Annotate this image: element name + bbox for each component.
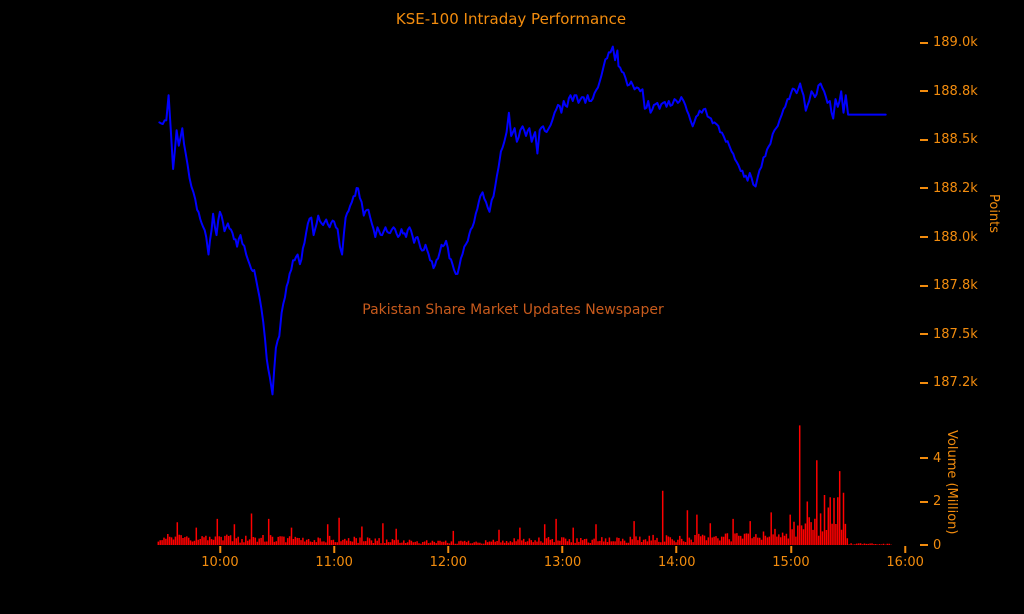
time-tick: 13:00 <box>544 546 581 570</box>
tick-label: 187.2k <box>933 375 978 391</box>
time-tick: 10:00 <box>201 546 239 570</box>
tick-mark <box>920 284 928 287</box>
tick-mark <box>920 236 928 238</box>
points-axis-label: Points <box>986 194 1001 234</box>
tick-label: 15:00 <box>772 555 810 570</box>
time-tick: 14:00 <box>658 546 695 570</box>
tick-label: 0 <box>933 537 942 553</box>
tick-mark <box>920 41 928 44</box>
tick-mark <box>920 333 928 336</box>
tick-mark <box>920 457 928 460</box>
tick-label: 188.8k <box>933 83 978 99</box>
points-tick: 188.8k <box>920 82 978 100</box>
points-tick: 188.5k <box>920 131 978 149</box>
tick-mark <box>675 546 678 553</box>
points-tick: 187.8k <box>920 277 978 295</box>
tick-label: 188.2k <box>933 180 978 196</box>
tick-label: 14:00 <box>658 555 696 570</box>
tick-mark <box>447 546 450 553</box>
tick-label: 11:00 <box>315 555 353 570</box>
tick-label: 12:00 <box>429 555 468 570</box>
tick-label: 188.5k <box>933 132 978 148</box>
tick-mark <box>904 546 907 553</box>
points-tick: 188.2k <box>920 179 978 197</box>
watermark-text: Pakistan Share Market Updates Newspaper <box>362 302 664 318</box>
volume-axis-label: Volume (Million) <box>944 430 959 535</box>
time-tick: 15:00 <box>772 546 810 570</box>
points-tick: 189.0k <box>920 34 978 52</box>
points-tick: 187.5k <box>920 325 978 343</box>
time-tick: 11:00 <box>315 546 353 570</box>
tick-label: 4 <box>933 450 942 466</box>
price-line <box>158 45 887 396</box>
tick-mark <box>920 90 928 93</box>
tick-label: 16:00 <box>886 555 924 570</box>
tick-label: 2 <box>933 494 942 510</box>
time-tick: 16:00 <box>886 546 924 570</box>
tick-mark <box>920 544 928 546</box>
volume-tick: 4 <box>920 449 941 467</box>
tick-mark <box>920 138 928 141</box>
volume-tick: 0 <box>920 536 941 554</box>
tick-label: 189.0k <box>933 35 978 51</box>
tick-mark <box>218 546 221 553</box>
tick-mark <box>789 546 792 553</box>
tick-label: 10:00 <box>201 555 239 570</box>
tick-mark <box>561 546 564 553</box>
tick-label: 13:00 <box>543 555 582 570</box>
tick-mark <box>920 381 928 384</box>
volume-bars <box>157 425 892 545</box>
chart-title: KSE-100 Intraday Performance <box>395 10 627 28</box>
tick-mark <box>333 546 336 553</box>
tick-mark <box>920 187 928 190</box>
tick-mark <box>920 500 928 503</box>
tick-label: 188.0k <box>933 229 978 245</box>
tick-label: 187.5k <box>933 326 978 342</box>
time-tick: 12:00 <box>430 546 467 570</box>
volume-tick: 2 <box>920 493 941 511</box>
tick-label: 187.8k <box>933 278 978 294</box>
points-tick: 187.2k <box>920 374 978 392</box>
points-tick: 188.0k <box>920 228 978 246</box>
